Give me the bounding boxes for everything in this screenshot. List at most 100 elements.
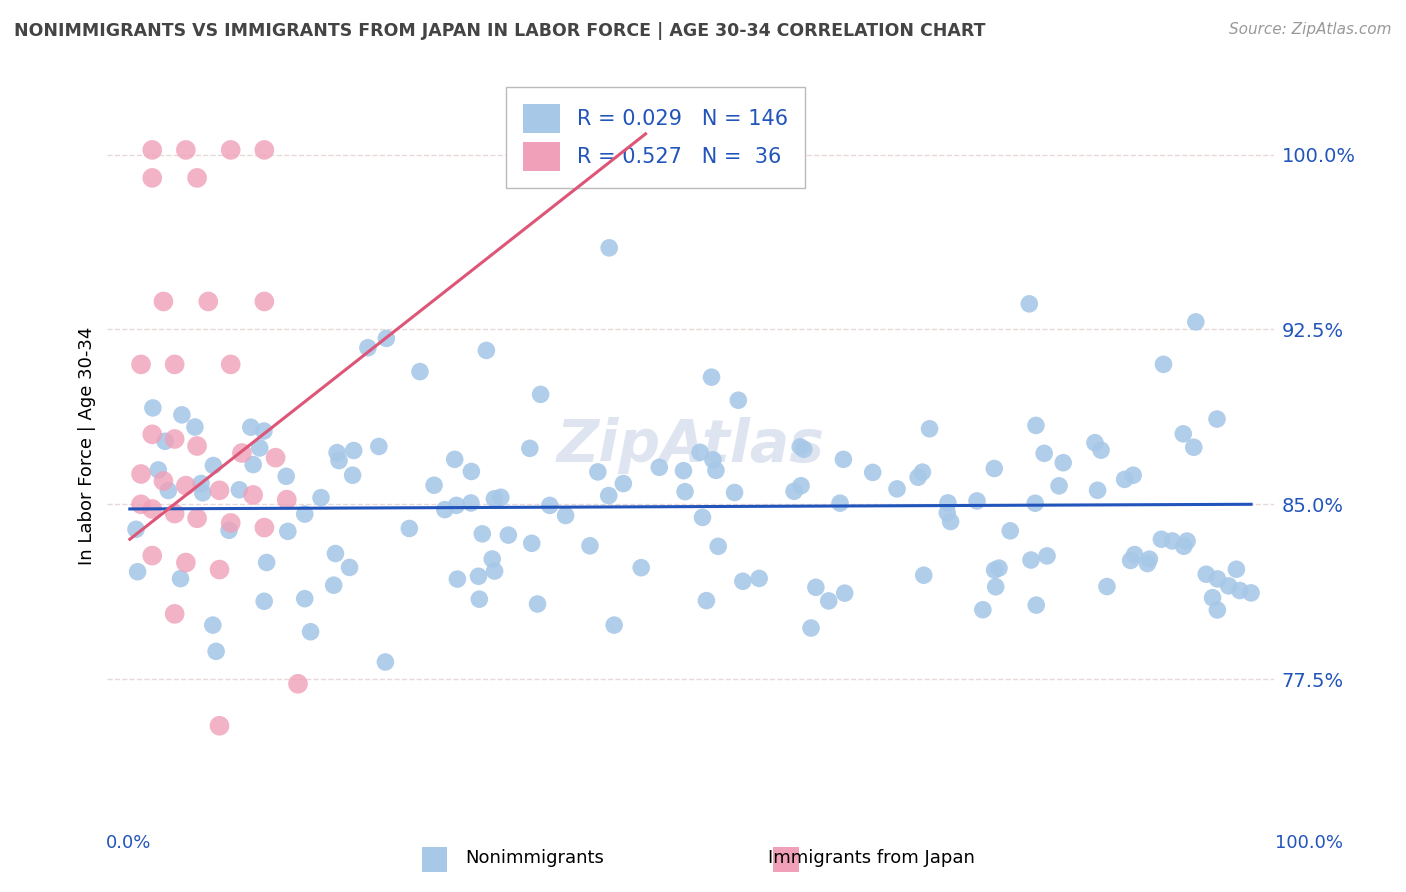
Point (984, 580, 1007, 594)
Point (253, 594, 276, 608)
Point (367, 440, 389, 454)
Point (939, 515, 962, 529)
Point (467, 569, 489, 583)
Point (322, 578, 344, 592)
Point (519, 442, 541, 456)
Point (299, 624, 322, 639)
Point (1025, 418, 1047, 433)
Point (163, 358, 186, 372)
Point (707, 539, 730, 553)
Point (983, 563, 1005, 577)
Point (163, 507, 186, 521)
Point (398, 521, 420, 535)
Point (1087, 483, 1109, 498)
Point (1150, 533, 1173, 547)
Text: 100.0%: 100.0% (1275, 834, 1343, 852)
Point (727, 393, 749, 408)
Point (918, 422, 941, 436)
Point (804, 580, 827, 594)
Text: NONIMMIGRANTS VS IMMIGRANTS FROM JAPAN IN LABOR FORCE | AGE 30-34 CORRELATION CH: NONIMMIGRANTS VS IMMIGRANTS FROM JAPAN I… (14, 22, 986, 40)
Point (256, 556, 278, 570)
Point (218, 524, 240, 538)
Point (1240, 586, 1263, 600)
Point (1047, 479, 1070, 493)
Point (529, 387, 551, 401)
Point (817, 594, 839, 608)
Point (276, 492, 298, 507)
Point (208, 719, 231, 733)
Point (1218, 579, 1240, 593)
Point (309, 491, 332, 505)
Point (186, 511, 208, 525)
Point (239, 420, 262, 434)
Point (702, 453, 724, 467)
Point (648, 460, 671, 475)
Point (481, 552, 503, 566)
Point (202, 458, 225, 473)
Point (471, 526, 494, 541)
Point (141, 502, 163, 516)
Point (141, 170, 163, 185)
Point (129, 358, 152, 372)
Point (832, 452, 855, 467)
Point (219, 143, 242, 157)
Point (169, 572, 191, 586)
Point (1139, 552, 1161, 566)
Point (936, 506, 959, 520)
Point (374, 655, 396, 669)
Point (598, 241, 620, 255)
Point (141, 549, 163, 563)
Point (253, 143, 276, 157)
Point (127, 565, 149, 579)
Point (673, 484, 696, 499)
Point (489, 491, 512, 505)
Point (208, 483, 231, 498)
Point (152, 474, 174, 488)
Point (294, 591, 316, 606)
Point (1123, 548, 1146, 562)
Point (1090, 443, 1112, 458)
Point (911, 465, 934, 479)
Point (328, 453, 350, 467)
Text: Nonimmigrants: Nonimmigrants (465, 849, 603, 867)
Text: Source: ZipAtlas.com: Source: ZipAtlas.com (1229, 22, 1392, 37)
Point (163, 607, 186, 621)
Point (936, 496, 959, 510)
Point (862, 466, 884, 480)
Point (1024, 496, 1046, 510)
Point (1025, 598, 1047, 612)
Point (1206, 603, 1229, 617)
Point (1114, 472, 1136, 486)
Point (190, 476, 212, 491)
Point (253, 424, 276, 438)
Point (586, 465, 609, 479)
Point (1018, 297, 1040, 311)
Point (1161, 533, 1184, 548)
Point (579, 539, 602, 553)
Point (433, 502, 456, 516)
Point (141, 143, 163, 157)
Point (731, 574, 754, 589)
Point (983, 461, 1005, 475)
Point (1036, 549, 1059, 563)
Point (339, 560, 361, 574)
Point (793, 442, 815, 457)
Point (1201, 591, 1223, 605)
Point (800, 621, 823, 635)
Point (219, 516, 242, 530)
Text: ZipAtlas: ZipAtlas (557, 417, 824, 475)
Point (186, 439, 208, 453)
Point (219, 358, 242, 372)
Point (142, 401, 165, 415)
Point (460, 465, 482, 479)
Point (423, 478, 446, 492)
Point (208, 563, 231, 577)
Point (1136, 557, 1159, 571)
Point (1119, 553, 1142, 567)
Point (1084, 435, 1107, 450)
Text: 0.0%: 0.0% (105, 834, 150, 852)
Point (129, 497, 152, 511)
Point (343, 443, 366, 458)
Point (294, 507, 316, 521)
Point (409, 365, 432, 379)
